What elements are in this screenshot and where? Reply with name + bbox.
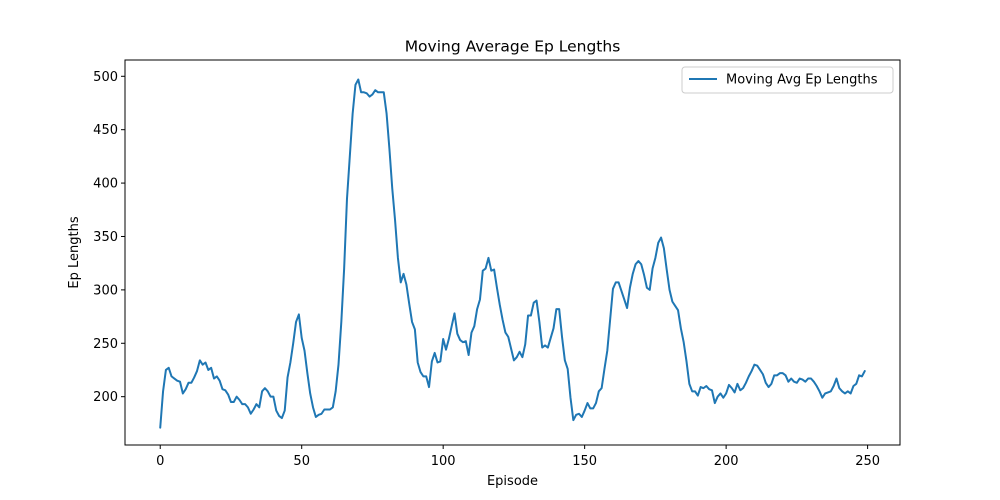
y-tick-label: 350 (93, 230, 118, 245)
x-tick-label: 250 (855, 454, 880, 469)
legend-label: Moving Avg Ep Lengths (726, 73, 878, 88)
x-tick-label: 100 (431, 454, 456, 469)
series-layer (159, 78, 866, 429)
x-axis-label: Episode (487, 474, 538, 489)
y-tick-label: 300 (93, 283, 118, 298)
y-tick-label: 450 (93, 123, 118, 138)
y-axis: 200 250 300 350 400 450 500 (93, 70, 125, 405)
series-line (159, 78, 866, 429)
y-tick-label: 200 (93, 390, 118, 405)
y-tick-label: 500 (93, 70, 118, 85)
y-axis-label: Ep Lengths (67, 216, 82, 288)
chart-title: Moving Average Ep Lengths (405, 38, 621, 56)
x-tick-label: 200 (714, 454, 739, 469)
x-tick-label: 150 (572, 454, 597, 469)
legend: Moving Avg Ep Lengths (681, 66, 894, 94)
axes-frame (124, 59, 901, 446)
x-axis: 0 50 100 150 200 250 (156, 445, 880, 469)
y-tick-label: 400 (93, 177, 118, 192)
x-tick-label: 0 (156, 454, 164, 469)
x-tick-label: 50 (293, 454, 310, 469)
legend-box (681, 66, 894, 94)
y-tick-label: 250 (93, 337, 118, 352)
plot-area (124, 59, 901, 446)
